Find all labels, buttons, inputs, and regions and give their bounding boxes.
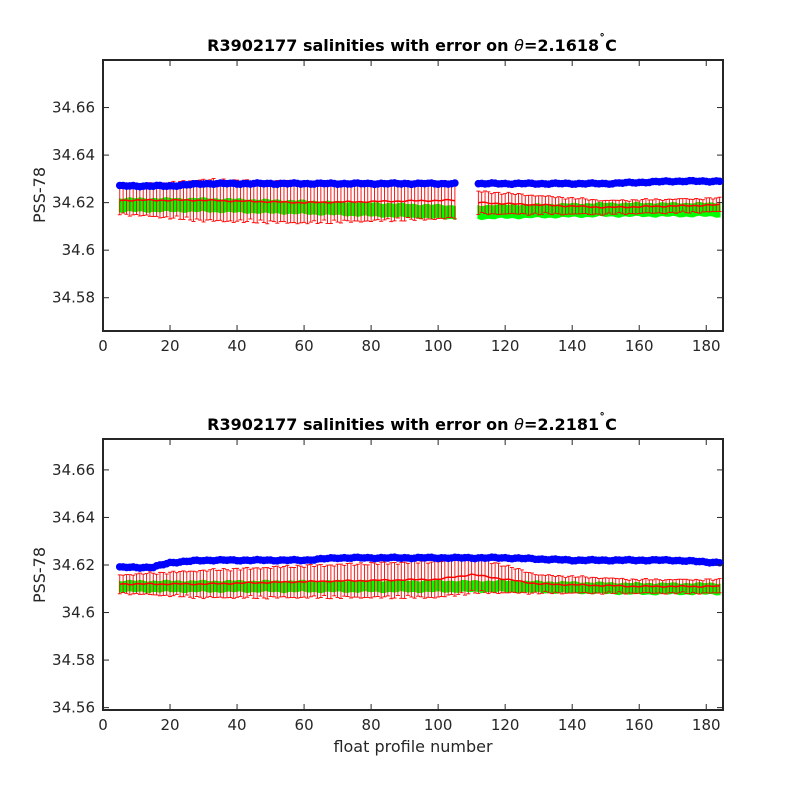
axis-ticks: 0 20 40 60 80 100 120 140 160 180 34.56 34.58 34.6 34… [52, 439, 723, 734]
y-tick-label: 34.64 [52, 508, 95, 526]
x-tick-label: 100 [424, 337, 453, 355]
plot-area [102, 438, 724, 711]
plot-area [102, 59, 724, 332]
x-tick-label: 0 [98, 716, 108, 734]
y-tick-label: 34.6 [62, 604, 95, 622]
y-tick-label: 34.6 [62, 241, 95, 259]
x-tick-label: 180 [692, 716, 721, 734]
chart-title: R3902177 salinities with error on θ=2.16… [207, 32, 617, 55]
y-tick-label: 34.64 [52, 146, 95, 164]
chart-bottom: R3902177 salinities with error on θ=2.21… [30, 411, 724, 756]
x-tick-label: 20 [160, 716, 179, 734]
x-tick-label: 120 [491, 716, 520, 734]
x-tick-label: 40 [228, 337, 247, 355]
y-tick-label: 34.58 [52, 651, 95, 669]
x-tick-label: 80 [362, 337, 381, 355]
y-tick-label: 34.58 [52, 289, 95, 307]
x-tick-label: 0 [98, 337, 108, 355]
x-tick-label: 60 [295, 337, 314, 355]
x-tick-label: 120 [491, 337, 520, 355]
float-salinity-point [715, 177, 724, 186]
x-tick-label: 40 [228, 716, 247, 734]
y-axis-label: PSS-78 [30, 547, 49, 603]
x-tick-label: 160 [625, 716, 654, 734]
x-tick-label: 80 [362, 716, 381, 734]
x-tick-label: 140 [558, 337, 587, 355]
y-tick-label: 34.66 [52, 461, 95, 479]
x-tick-label: 60 [295, 716, 314, 734]
y-axis-label: PSS-78 [30, 167, 49, 223]
chart-title: R3902177 salinities with error on θ=2.21… [207, 411, 617, 434]
y-tick-label: 34.66 [52, 99, 95, 117]
axis-ticks: 0 20 40 60 80 100 120 140 160 180 34.58 34.6 34.62 34… [52, 60, 723, 355]
calibrated-salinity-line [119, 573, 720, 588]
x-axis-label: float profile number [333, 737, 493, 756]
x-tick-label: 160 [625, 337, 654, 355]
x-tick-label: 180 [692, 337, 721, 355]
y-tick-label: 34.56 [52, 699, 95, 717]
y-tick-label: 34.62 [52, 194, 95, 212]
plot-content [115, 553, 724, 600]
x-tick-label: 20 [160, 337, 179, 355]
chart-top: R3902177 salinities with error on θ=2.16… [30, 32, 724, 355]
x-tick-label: 140 [558, 716, 587, 734]
x-tick-label: 100 [424, 716, 453, 734]
plot-content [115, 176, 724, 225]
float-salinity-point [451, 179, 459, 187]
calibrated-salinity-line [119, 198, 720, 209]
y-tick-label: 34.62 [52, 556, 95, 574]
